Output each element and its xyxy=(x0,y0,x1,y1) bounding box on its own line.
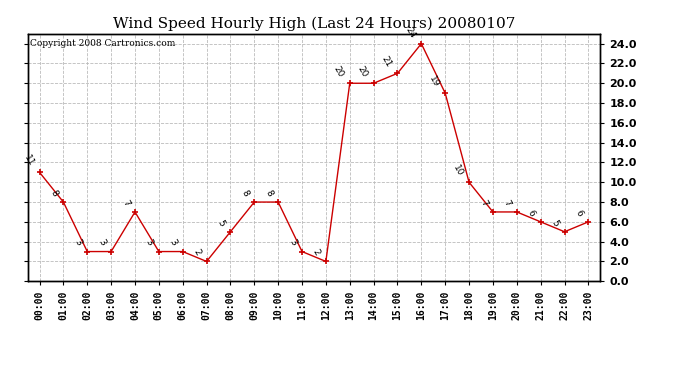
Text: 3: 3 xyxy=(144,238,155,248)
Text: 5: 5 xyxy=(215,218,226,228)
Text: 3: 3 xyxy=(168,238,179,248)
Text: 2: 2 xyxy=(192,248,202,257)
Text: 7: 7 xyxy=(120,198,131,208)
Text: 8: 8 xyxy=(48,188,59,198)
Text: 19: 19 xyxy=(428,75,441,89)
Text: 10: 10 xyxy=(451,164,465,178)
Text: 8: 8 xyxy=(264,188,274,198)
Text: 7: 7 xyxy=(478,198,489,208)
Text: 21: 21 xyxy=(380,55,393,69)
Text: 3: 3 xyxy=(287,238,298,248)
Text: 6: 6 xyxy=(526,208,537,218)
Text: 3: 3 xyxy=(97,238,107,248)
Text: 8: 8 xyxy=(239,188,250,198)
Title: Wind Speed Hourly High (Last 24 Hours) 20080107: Wind Speed Hourly High (Last 24 Hours) 2… xyxy=(112,17,515,31)
Text: 11: 11 xyxy=(22,154,35,168)
Text: 5: 5 xyxy=(550,218,560,228)
Text: 24: 24 xyxy=(404,25,417,39)
Text: 20: 20 xyxy=(356,65,369,79)
Text: 7: 7 xyxy=(502,198,513,208)
Text: 20: 20 xyxy=(332,65,346,79)
Text: 6: 6 xyxy=(573,208,584,218)
Text: 3: 3 xyxy=(72,238,83,248)
Text: Copyright 2008 Cartronics.com: Copyright 2008 Cartronics.com xyxy=(30,39,176,48)
Text: 2: 2 xyxy=(311,248,322,257)
